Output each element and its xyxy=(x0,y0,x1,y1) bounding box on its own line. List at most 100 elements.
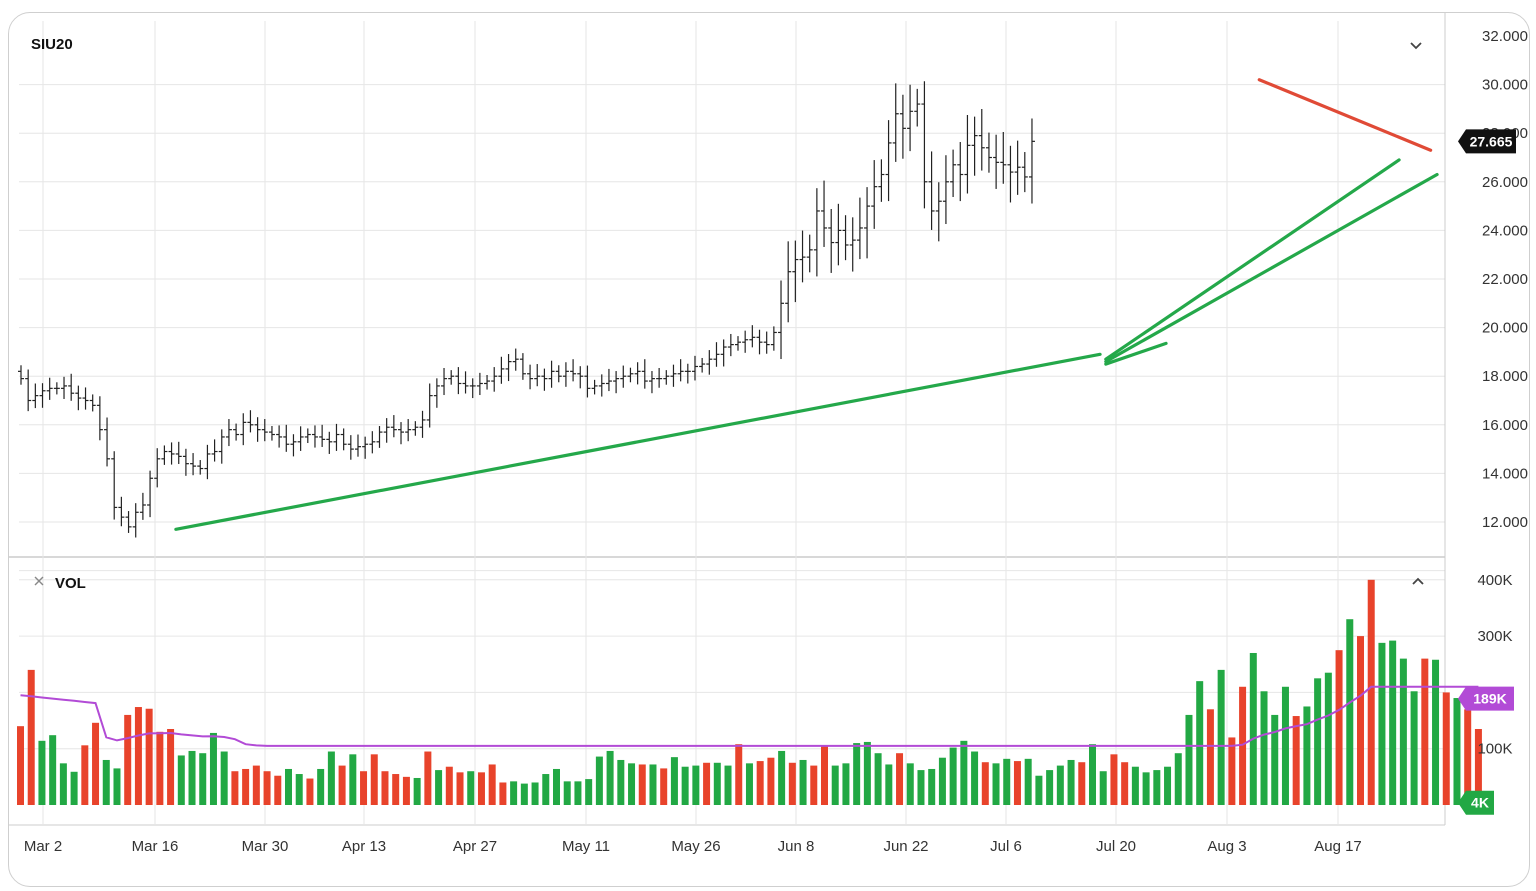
price-bar xyxy=(978,109,985,171)
price-bar xyxy=(577,366,584,389)
price-bar xyxy=(398,422,405,445)
price-bar xyxy=(505,354,512,382)
volume-y-tick-label: 100K xyxy=(1477,741,1512,758)
volume-bar xyxy=(960,740,968,805)
price-bar xyxy=(806,234,813,273)
price-bar xyxy=(498,356,505,384)
volume-bar xyxy=(585,779,593,805)
price-bar xyxy=(971,116,978,176)
price-bar xyxy=(713,342,720,367)
volume-bar xyxy=(370,754,378,805)
x-tick-label: Apr 13 xyxy=(342,838,386,855)
volume-bar xyxy=(1410,691,1418,805)
price-bar xyxy=(957,142,964,202)
price-bar xyxy=(261,419,268,442)
price-bar xyxy=(233,423,240,441)
price-bar xyxy=(942,155,949,225)
price-y-tick-label: 26.000 xyxy=(1482,174,1528,191)
price-bar xyxy=(562,362,569,387)
chevron-up-icon[interactable] xyxy=(1412,577,1424,585)
volume-bar xyxy=(756,761,764,805)
price-bar xyxy=(878,159,885,202)
volume-bar xyxy=(1399,658,1407,805)
price-bar xyxy=(770,326,777,351)
volume-bar xyxy=(445,766,453,805)
price-bar xyxy=(175,441,182,464)
volume-bar xyxy=(295,774,303,805)
x-tick-label: Jul 6 xyxy=(990,838,1022,855)
volume-bar xyxy=(992,763,1000,805)
volume-bar xyxy=(810,765,818,805)
price-bar xyxy=(792,240,799,303)
price-bar xyxy=(197,460,204,475)
price-bar xyxy=(634,362,641,385)
price-bar xyxy=(785,241,792,323)
volume-bar xyxy=(595,756,603,805)
last-price-badge: 27.665 xyxy=(1458,129,1516,154)
price-bar xyxy=(211,439,218,462)
price-bar xyxy=(885,120,892,202)
trendline-support-short xyxy=(1104,341,1168,366)
price-bar xyxy=(462,371,469,394)
x-tick-label: Aug 17 xyxy=(1314,838,1362,855)
volume-bar xyxy=(1206,709,1214,805)
price-bar xyxy=(864,187,871,259)
volume-bar xyxy=(885,764,893,805)
last-price-label: 27.665 xyxy=(1470,133,1513,149)
price-bar xyxy=(455,367,462,395)
price-bar xyxy=(218,429,225,464)
price-bar xyxy=(104,417,111,467)
volume-bar xyxy=(660,768,668,805)
volume-bar xyxy=(1389,640,1397,805)
x-tick-label: Jun 22 xyxy=(883,838,928,855)
price-bar xyxy=(347,435,354,460)
price-bar xyxy=(61,376,68,399)
price-y-tick-label: 12.000 xyxy=(1482,514,1528,531)
price-bar xyxy=(25,369,32,412)
price-bar xyxy=(799,230,806,283)
volume-bar xyxy=(199,753,207,805)
volume-y-tick-label: 400K xyxy=(1477,572,1512,589)
price-panel-title: SIU20 xyxy=(31,36,73,53)
volume-bar xyxy=(1142,772,1150,805)
price-bar xyxy=(706,350,713,375)
price-bar xyxy=(656,367,663,388)
volume-bar xyxy=(735,744,743,805)
volume-bar xyxy=(1474,728,1482,805)
price-bar xyxy=(648,371,655,394)
price-bar xyxy=(268,426,275,441)
volume-bar xyxy=(1346,619,1354,805)
volume-bar xyxy=(681,766,689,805)
volume-bar xyxy=(692,765,700,805)
price-bar xyxy=(18,365,24,385)
price-bar xyxy=(147,470,154,518)
price-bar xyxy=(828,208,835,273)
volume-bar xyxy=(306,778,314,805)
price-bar xyxy=(842,215,849,261)
price-bar xyxy=(641,359,648,389)
price-y-tick-label: 24.000 xyxy=(1482,222,1528,239)
volume-bar xyxy=(971,751,979,805)
volume-bar xyxy=(285,768,292,805)
price-bar xyxy=(1021,152,1028,193)
price-bar xyxy=(161,445,168,465)
last-volume-label: 4K xyxy=(1471,795,1489,811)
volume-average-line xyxy=(20,685,1479,747)
price-bar xyxy=(928,151,935,230)
volume-bar xyxy=(563,781,571,805)
x-tick-label: Apr 27 xyxy=(453,838,497,855)
chevron-down-icon[interactable] xyxy=(1410,42,1422,50)
price-bar xyxy=(534,364,541,387)
volume-bar xyxy=(424,751,432,805)
price-bar xyxy=(993,134,1000,189)
price-bar xyxy=(469,378,476,399)
price-bar xyxy=(225,419,232,447)
price-bar xyxy=(677,359,684,382)
price-bar xyxy=(125,511,132,533)
price-bar xyxy=(204,444,211,480)
volume-bar xyxy=(713,762,721,805)
volume-bar xyxy=(617,759,625,805)
close-icon[interactable] xyxy=(34,576,44,586)
trendline-support-steep xyxy=(1104,158,1401,361)
volume-bar xyxy=(606,750,614,805)
